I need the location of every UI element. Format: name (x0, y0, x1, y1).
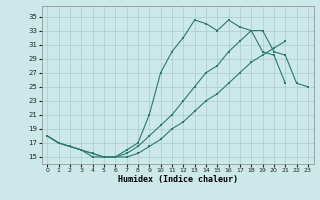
X-axis label: Humidex (Indice chaleur): Humidex (Indice chaleur) (118, 175, 237, 184)
